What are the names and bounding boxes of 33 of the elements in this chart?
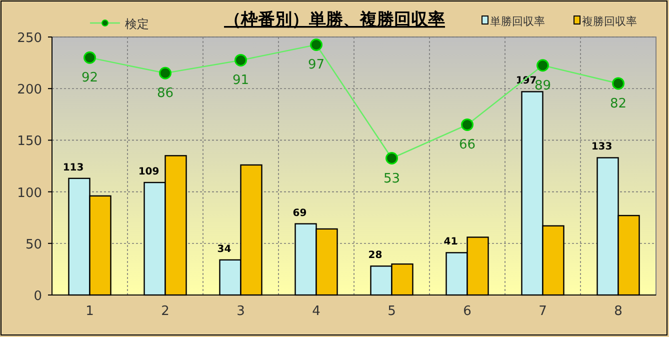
x-tick-label: 3 bbox=[236, 304, 245, 319]
y-tick-label: 200 bbox=[17, 82, 42, 98]
legend-label: 複勝回収率 bbox=[582, 15, 637, 28]
x-tick-label: 1 bbox=[86, 304, 94, 319]
data-label: 109 bbox=[138, 166, 160, 178]
data-label: 92 bbox=[81, 70, 98, 86]
x-tick-label: 5 bbox=[388, 304, 396, 319]
data-label: 41 bbox=[444, 236, 458, 248]
data-label: 133 bbox=[591, 142, 612, 153]
data-label: 89 bbox=[534, 78, 552, 94]
y-tick-label: 50 bbox=[25, 237, 42, 252]
x-tick-label: 7 bbox=[538, 304, 547, 319]
data-label: 91 bbox=[232, 73, 250, 88]
x-tick-label: 4 bbox=[312, 304, 320, 319]
chart-title: （枠番別）単勝、複勝回収率 bbox=[224, 10, 445, 30]
data-label: 53 bbox=[383, 171, 400, 186]
x-tick-label: 2 bbox=[161, 304, 170, 319]
data-label: 113 bbox=[62, 162, 84, 174]
x-tick-label: 6 bbox=[463, 304, 472, 319]
data-label: 34 bbox=[217, 244, 232, 255]
y-tick-label: 100 bbox=[17, 186, 42, 201]
data-label: 28 bbox=[368, 250, 382, 262]
data-label: 66 bbox=[458, 138, 476, 153]
data-label: 82 bbox=[610, 96, 627, 112]
y-tick-label: 250 bbox=[17, 31, 42, 46]
y-tick-label: 0 bbox=[34, 289, 42, 304]
data-label: 97 bbox=[308, 58, 325, 73]
legend-label: 検定 bbox=[125, 17, 149, 31]
data-label: 69 bbox=[292, 208, 307, 219]
y-tick-label: 150 bbox=[17, 134, 42, 150]
data-label: 86 bbox=[156, 86, 174, 102]
legend-label: 単勝回収率 bbox=[490, 15, 545, 28]
x-tick-label: 8 bbox=[614, 304, 622, 319]
